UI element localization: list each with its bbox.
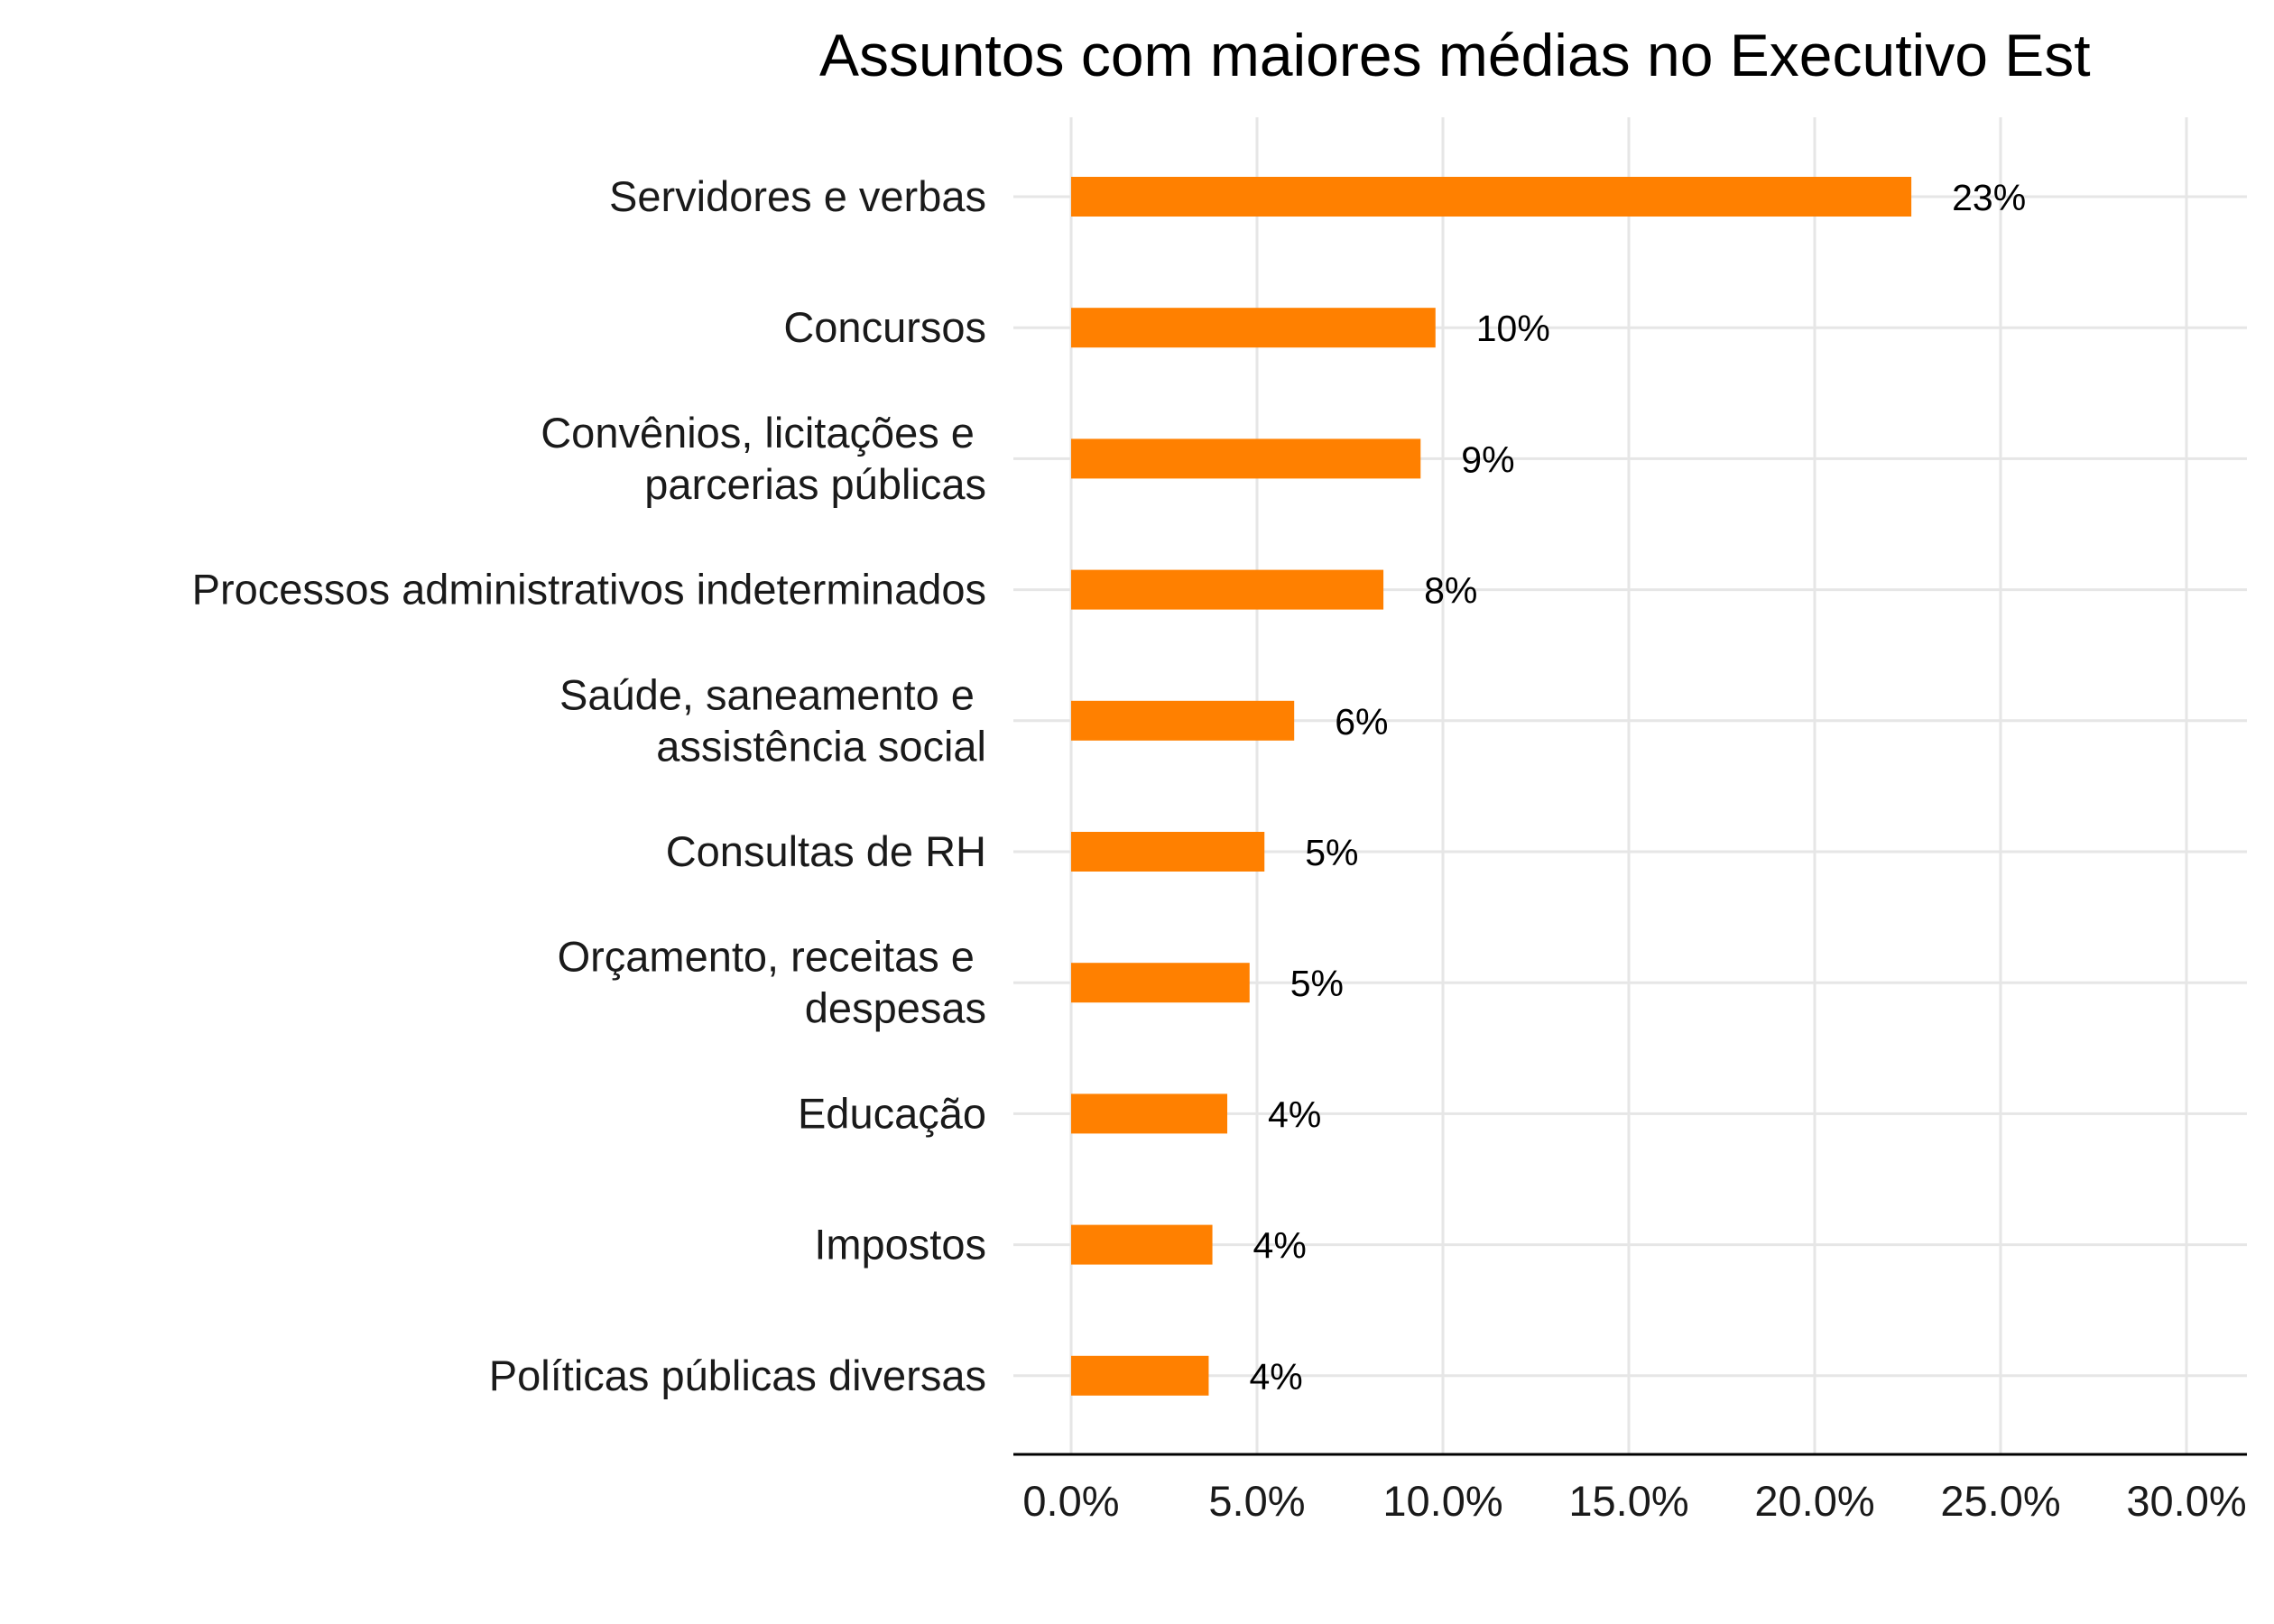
category-label: Educação	[798, 1089, 986, 1137]
bar	[1071, 308, 1436, 348]
x-tick-label: 0.0%	[1022, 1477, 1119, 1525]
data-label: 23%	[1952, 177, 2026, 218]
x-tick-label: 10.0%	[1382, 1477, 1502, 1525]
chart-title: Assuntos com maiores médias no Executivo…	[819, 22, 2091, 88]
bar	[1071, 700, 1295, 741]
category-label: Servidores e verbas	[609, 172, 986, 220]
data-label: 6%	[1335, 701, 1388, 743]
x-tick-label: 25.0%	[1940, 1477, 2060, 1525]
bar	[1071, 1355, 1209, 1396]
bar	[1071, 177, 1912, 217]
bar	[1071, 832, 1265, 872]
data-label: 4%	[1268, 1093, 1321, 1135]
category-label: Orçamento, receitas e	[558, 933, 986, 981]
data-label: 10%	[1476, 308, 1550, 349]
category-labels: Servidores e verbas Concursos Convênios, l…	[192, 172, 986, 1399]
data-label: 9%	[1461, 438, 1514, 480]
data-labels: 23% 10% 9% 8% 6% 5% 5% 4% 4% 4%	[1249, 177, 2026, 1398]
category-label: assistência social	[656, 722, 986, 770]
category-label: Políticas públicas diversas	[489, 1352, 986, 1399]
x-tick-label: 15.0%	[1568, 1477, 1688, 1525]
x-tick-label: 5.0%	[1208, 1477, 1305, 1525]
category-label: despesas	[805, 984, 986, 1032]
bar	[1071, 438, 1421, 479]
x-tick-label: 30.0%	[2126, 1477, 2246, 1525]
category-label: Consultas de RH	[666, 827, 986, 875]
bar	[1071, 1224, 1213, 1265]
category-label: Impostos	[814, 1221, 986, 1269]
x-tick-label: 20.0%	[1754, 1477, 1874, 1525]
x-axis-ticks: 0.0% 5.0% 10.0% 15.0% 20.0% 25.0% 30.0%	[1022, 1477, 2246, 1525]
bar	[1071, 963, 1250, 1003]
bars	[1071, 177, 1912, 1396]
data-label: 5%	[1290, 963, 1344, 1004]
category-label: Convênios, licitações e	[541, 409, 986, 457]
data-label: 4%	[1249, 1356, 1302, 1398]
category-label: Processos administrativos indeterminados	[192, 566, 986, 614]
category-label: parcerias públicas	[644, 460, 986, 508]
data-label: 5%	[1305, 832, 1358, 873]
category-label: Saúde, saneamento e	[559, 670, 986, 718]
category-label: Concursos	[783, 303, 986, 351]
data-label: 8%	[1424, 570, 1477, 612]
bar	[1071, 1093, 1228, 1134]
bar	[1071, 569, 1384, 610]
data-label: 4%	[1253, 1225, 1307, 1267]
